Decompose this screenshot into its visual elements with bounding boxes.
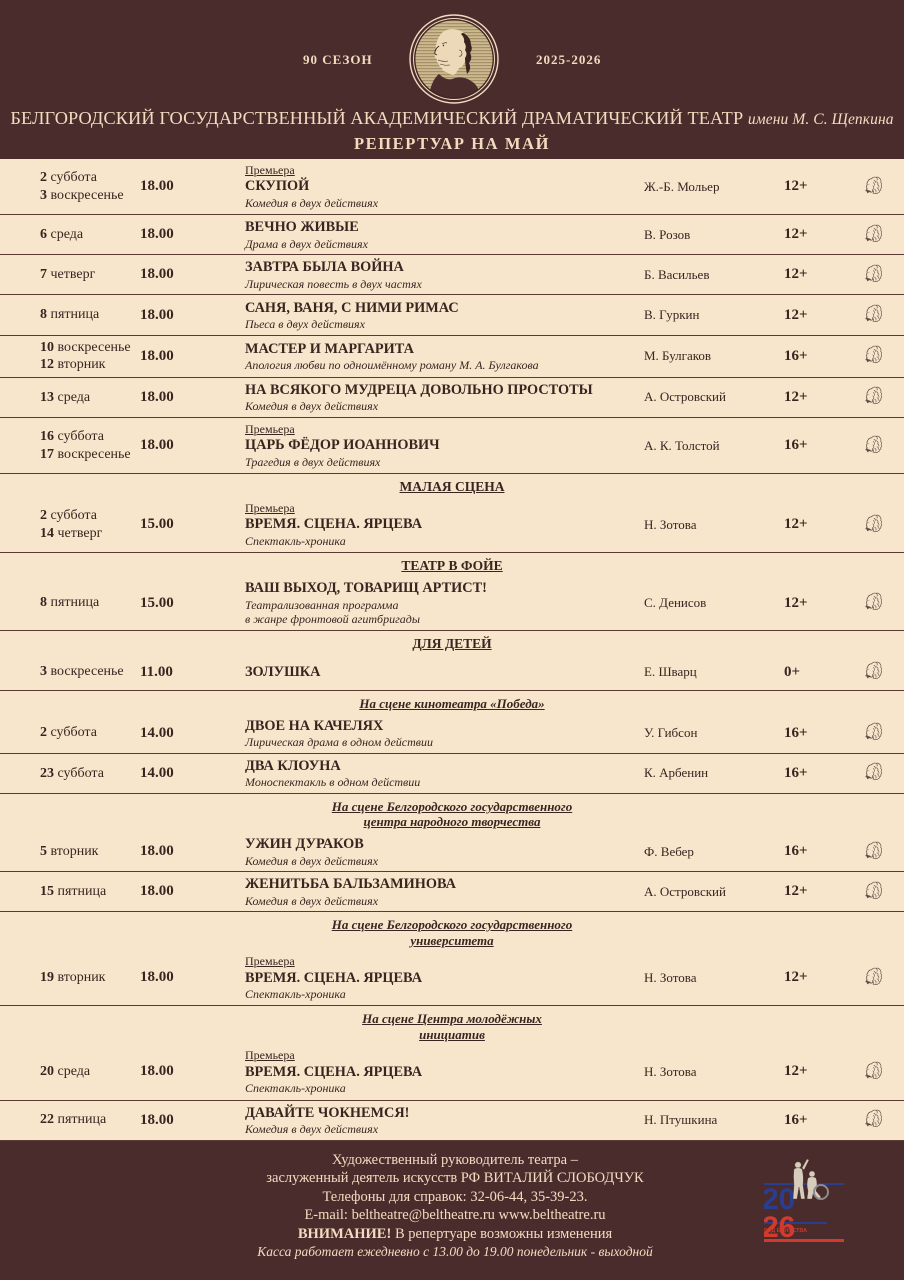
svg-text:ГОД ЕДИНСТВА: ГОД ЕДИНСТВА (764, 1228, 807, 1234)
